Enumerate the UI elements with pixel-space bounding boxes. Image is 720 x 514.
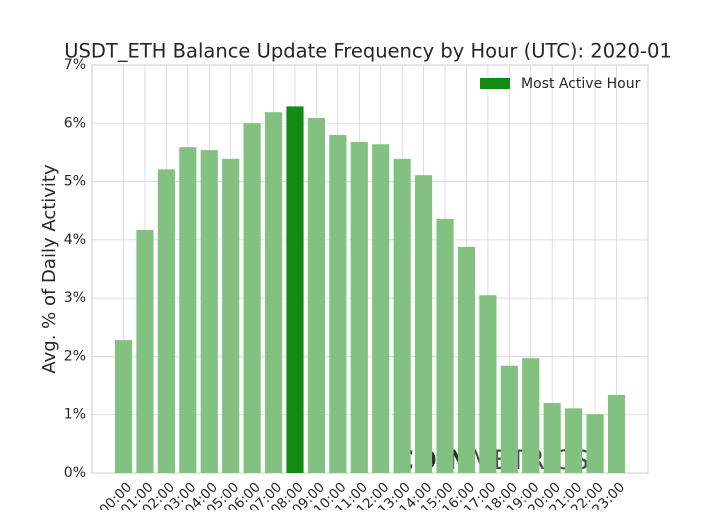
bar bbox=[307, 118, 325, 473]
bar bbox=[200, 150, 218, 473]
legend-label: Most Active Hour bbox=[521, 76, 641, 92]
bar bbox=[136, 229, 154, 473]
y-tick-label: 1% bbox=[64, 407, 86, 423]
y-tick-label: 0% bbox=[64, 465, 86, 481]
bar bbox=[329, 134, 347, 473]
bar bbox=[415, 175, 433, 473]
y-tick-label: 2% bbox=[64, 348, 86, 364]
bar bbox=[114, 340, 133, 473]
bar bbox=[179, 147, 197, 473]
bar bbox=[565, 408, 583, 473]
y-tick-label: 5% bbox=[64, 174, 86, 190]
bar bbox=[500, 365, 518, 473]
bar bbox=[286, 106, 304, 473]
bar bbox=[350, 141, 368, 474]
bar bbox=[264, 112, 283, 473]
bar bbox=[372, 144, 390, 474]
bar bbox=[436, 218, 454, 473]
bar bbox=[479, 295, 497, 473]
y-tick-label: 4% bbox=[64, 232, 86, 248]
bar bbox=[457, 246, 476, 473]
y-axis-label: Avg. % of Daily Activity bbox=[39, 164, 60, 374]
bar bbox=[586, 414, 604, 473]
chart-title: USDT_ETH Balance Update Frequency by Hou… bbox=[64, 40, 672, 63]
bar bbox=[522, 358, 540, 473]
y-tick-label: 6% bbox=[64, 115, 86, 131]
plot-frame bbox=[91, 64, 649, 474]
bar bbox=[393, 158, 411, 473]
legend-swatch bbox=[480, 78, 510, 89]
bar bbox=[157, 169, 175, 473]
bar bbox=[543, 403, 561, 473]
bar bbox=[222, 158, 240, 473]
y-tick-label: 3% bbox=[64, 290, 86, 306]
bar bbox=[243, 123, 261, 474]
y-tick-label: 7% bbox=[64, 57, 86, 73]
bar bbox=[607, 394, 626, 473]
